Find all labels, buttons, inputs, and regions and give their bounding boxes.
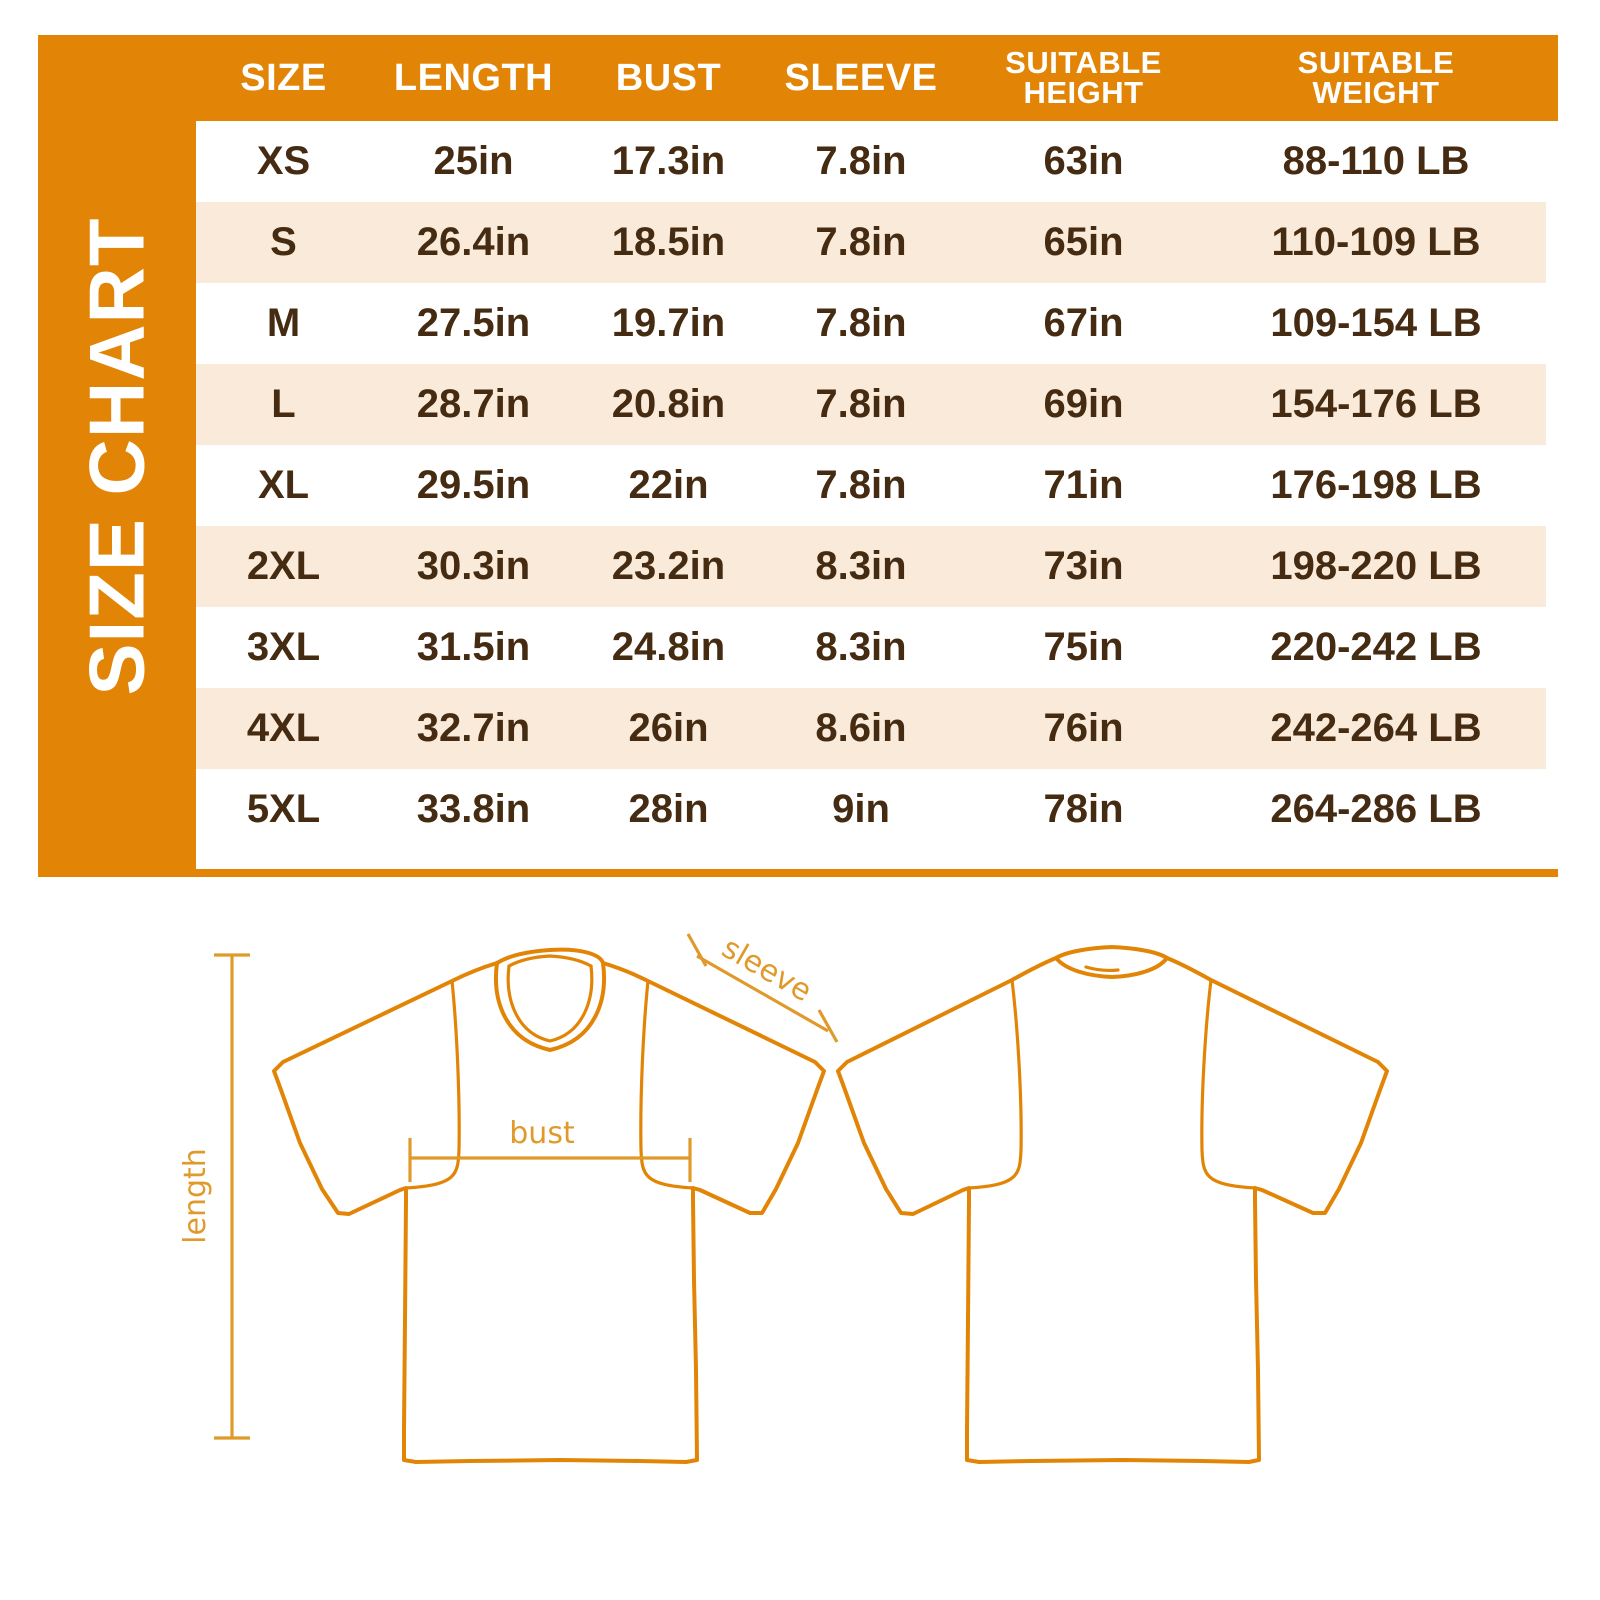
cell-bust: 18.5in: [576, 202, 761, 283]
cell-length: 25in: [371, 121, 576, 202]
cell-suitable-height: 76in: [961, 688, 1206, 769]
table-body: XS 25in 17.3in 7.8in 63in 88-110 LB S 26.4in 18.…: [196, 121, 1546, 850]
table-row: XL 29.5in 22in 7.8in 71in 176-198 LB: [196, 445, 1546, 526]
column-header-length: LENGTH: [371, 35, 576, 121]
cell-sleeve: 7.8in: [761, 121, 961, 202]
length-label: length: [178, 1148, 213, 1244]
bust-dimension: bust: [408, 1116, 692, 1182]
table-row: L 28.7in 20.8in 7.8in 69in 154-176 LB: [196, 364, 1546, 445]
cell-suitable-height: 65in: [961, 202, 1206, 283]
cell-bust: 28in: [576, 769, 761, 850]
cell-length: 28.7in: [371, 364, 576, 445]
cell-suitable-weight: 220-242 LB: [1206, 607, 1546, 688]
cell-length: 33.8in: [371, 769, 576, 850]
suitable-height-line2: HEIGHT: [1023, 75, 1144, 110]
cell-size: L: [196, 364, 371, 445]
cell-suitable-weight: 88-110 LB: [1206, 121, 1546, 202]
cell-size: M: [196, 283, 371, 364]
column-header-suitable-height: SUITABLE HEIGHT: [961, 35, 1206, 121]
cell-sleeve: 8.3in: [761, 607, 961, 688]
cell-size: 3XL: [196, 607, 371, 688]
cell-suitable-height: 75in: [961, 607, 1206, 688]
cell-bust: 22in: [576, 445, 761, 526]
suitable-weight-line2: WEIGHT: [1312, 75, 1440, 110]
size-chart-title: SIZE CHART: [38, 35, 196, 877]
cell-suitable-height: 69in: [961, 364, 1206, 445]
cell-bust: 24.8in: [576, 607, 761, 688]
cell-length: 31.5in: [371, 607, 576, 688]
column-header-suitable-weight: SUITABLE WEIGHT: [1206, 35, 1546, 121]
cell-bust: 20.8in: [576, 364, 761, 445]
cell-size: S: [196, 202, 371, 283]
column-header-bust: BUST: [576, 35, 761, 121]
cell-suitable-height: 71in: [961, 445, 1206, 526]
cell-size: XS: [196, 121, 371, 202]
cell-suitable-weight: 198-220 LB: [1206, 526, 1546, 607]
table-row: 2XL 30.3in 23.2in 8.3in 73in 198-220 LB: [196, 526, 1546, 607]
tshirt-front-view: [272, 947, 826, 1464]
table-row: 5XL 33.8in 28in 9in 78in 264-286 LB: [196, 769, 1546, 850]
cell-bust: 23.2in: [576, 526, 761, 607]
cell-suitable-weight: 242-264 LB: [1206, 688, 1546, 769]
cell-suitable-height: 67in: [961, 283, 1206, 364]
cell-length: 32.7in: [371, 688, 576, 769]
suitable-weight-line1: SUITABLE: [1297, 44, 1455, 80]
cell-length: 27.5in: [371, 283, 576, 364]
table-header: SIZE LENGTH BUST SLEEVE SUITABLE HEIGHT …: [196, 35, 1546, 121]
tshirt-diagram: length bust: [0, 900, 1600, 1540]
length-dimension: length: [178, 953, 250, 1440]
size-chart-table: SIZE LENGTH BUST SLEEVE SUITABLE HEIGHT …: [196, 35, 1546, 850]
orange-bottom-bar: [196, 869, 1558, 877]
cell-bust: 17.3in: [576, 121, 761, 202]
cell-size: 2XL: [196, 526, 371, 607]
column-header-sleeve: SLEEVE: [761, 35, 961, 121]
sleeve-dimension: sleeve: [686, 930, 839, 1043]
cell-sleeve: 7.8in: [761, 445, 961, 526]
cell-sleeve: 8.6in: [761, 688, 961, 769]
cell-suitable-weight: 110-109 LB: [1206, 202, 1546, 283]
table-row: S 26.4in 18.5in 7.8in 65in 110-109 LB: [196, 202, 1546, 283]
table-header-row: SIZE LENGTH BUST SLEEVE SUITABLE HEIGHT …: [196, 35, 1546, 121]
cell-sleeve: 7.8in: [761, 364, 961, 445]
cell-size: 5XL: [196, 769, 371, 850]
table-row: XS 25in 17.3in 7.8in 63in 88-110 LB: [196, 121, 1546, 202]
cell-suitable-height: 63in: [961, 121, 1206, 202]
cell-suitable-height: 73in: [961, 526, 1206, 607]
cell-bust: 19.7in: [576, 283, 761, 364]
cell-length: 29.5in: [371, 445, 576, 526]
cell-length: 30.3in: [371, 526, 576, 607]
cell-sleeve: 8.3in: [761, 526, 961, 607]
table-row: 4XL 32.7in 26in 8.6in 76in 242-264 LB: [196, 688, 1546, 769]
cell-suitable-weight: 154-176 LB: [1206, 364, 1546, 445]
cell-suitable-weight: 109-154 LB: [1206, 283, 1546, 364]
cell-sleeve: 7.8in: [761, 283, 961, 364]
cell-suitable-weight: 264-286 LB: [1206, 769, 1546, 850]
size-chart-title-text: SIZE CHART: [72, 217, 161, 695]
cell-size: XL: [196, 445, 371, 526]
orange-left-panel: [38, 35, 196, 877]
cell-size: 4XL: [196, 688, 371, 769]
cell-sleeve: 9in: [761, 769, 961, 850]
column-header-size: SIZE: [196, 35, 371, 121]
cell-suitable-weight: 176-198 LB: [1206, 445, 1546, 526]
tshirt-back-view: [836, 945, 1389, 1464]
bust-label: bust: [509, 1116, 575, 1151]
table-row: 3XL 31.5in 24.8in 8.3in 75in 220-242 LB: [196, 607, 1546, 688]
cell-bust: 26in: [576, 688, 761, 769]
cell-suitable-height: 78in: [961, 769, 1206, 850]
table-row: M 27.5in 19.7in 7.8in 67in 109-154 LB: [196, 283, 1546, 364]
cell-length: 26.4in: [371, 202, 576, 283]
suitable-height-line1: SUITABLE: [1005, 44, 1162, 80]
cell-sleeve: 7.8in: [761, 202, 961, 283]
